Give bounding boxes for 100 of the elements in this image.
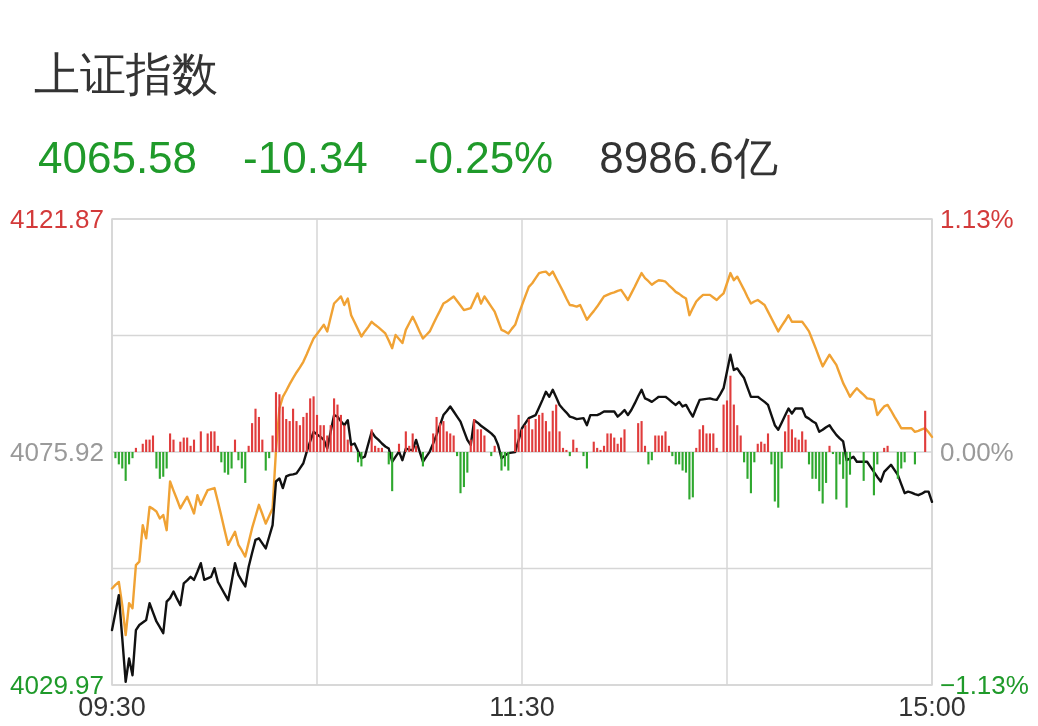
bar xyxy=(702,425,705,452)
bar xyxy=(162,452,165,477)
bar xyxy=(698,429,701,452)
bar xyxy=(199,431,202,452)
bar xyxy=(872,452,875,496)
bar xyxy=(678,452,681,465)
bar xyxy=(777,452,780,508)
bar xyxy=(835,452,838,500)
bar xyxy=(708,433,711,452)
bar xyxy=(117,452,120,465)
bar xyxy=(479,429,483,452)
bar xyxy=(729,375,732,452)
bar xyxy=(845,452,848,508)
bar xyxy=(397,443,401,452)
bar xyxy=(623,429,626,452)
bar xyxy=(688,452,691,500)
bar xyxy=(811,452,814,479)
bar xyxy=(654,435,657,452)
bar xyxy=(292,408,295,452)
bar xyxy=(141,443,144,452)
bar xyxy=(346,439,349,452)
bar xyxy=(158,452,161,479)
bar xyxy=(903,452,906,463)
bar xyxy=(302,416,305,452)
y-tick-label: 4075.92 xyxy=(10,437,104,467)
bar xyxy=(360,452,363,467)
bar xyxy=(503,452,506,467)
bar xyxy=(739,435,742,452)
bar xyxy=(473,419,476,452)
bar xyxy=(756,443,759,452)
bar xyxy=(124,452,127,481)
bar xyxy=(650,452,653,461)
bar xyxy=(732,404,735,452)
bar xyxy=(691,452,694,498)
text: 8986.6亿 xyxy=(599,133,778,182)
bar xyxy=(681,452,684,471)
bar xyxy=(151,435,155,452)
bar xyxy=(227,452,230,475)
bar xyxy=(213,431,216,452)
bar xyxy=(452,435,455,452)
bar xyxy=(230,452,233,469)
bar xyxy=(210,431,213,452)
bar xyxy=(500,452,503,471)
bar xyxy=(322,425,325,452)
bar xyxy=(206,433,209,452)
bar xyxy=(828,445,831,452)
bar xyxy=(476,429,479,452)
bar xyxy=(421,452,424,467)
x-tick-label: 11:30 xyxy=(489,692,555,722)
bar xyxy=(145,439,148,452)
bar xyxy=(186,437,189,452)
bar xyxy=(613,437,616,452)
bar xyxy=(169,433,172,452)
line-series xyxy=(110,270,934,637)
bar xyxy=(179,441,182,452)
bar xyxy=(674,452,677,465)
bar xyxy=(862,452,865,481)
bar xyxy=(391,452,394,492)
bar xyxy=(223,452,226,473)
bar xyxy=(541,412,544,452)
bar xyxy=(312,396,315,452)
y2-tick-label: 1.13% xyxy=(940,204,1014,234)
text: -0.25% xyxy=(413,133,554,182)
bar xyxy=(804,439,807,452)
bar xyxy=(766,433,770,452)
text: 4065.58 xyxy=(38,133,198,182)
bar xyxy=(244,452,247,483)
bar xyxy=(760,441,763,452)
bar xyxy=(449,433,452,452)
bar xyxy=(333,398,336,452)
bar xyxy=(264,452,267,471)
bar xyxy=(237,452,240,461)
bar xyxy=(148,439,151,452)
bar xyxy=(609,433,612,452)
bar xyxy=(192,439,196,452)
bar xyxy=(435,416,438,452)
bar xyxy=(801,431,804,452)
bar xyxy=(517,414,520,452)
text: -10.34 xyxy=(243,133,368,182)
bar xyxy=(432,433,435,452)
bar xyxy=(896,452,899,479)
bar xyxy=(534,419,537,452)
bar xyxy=(657,435,660,452)
bar xyxy=(442,421,445,452)
bar xyxy=(592,441,595,452)
bar xyxy=(493,445,496,452)
bar xyxy=(661,435,664,452)
bar xyxy=(538,414,541,452)
bar xyxy=(155,452,158,469)
bar xyxy=(606,433,609,452)
bar xyxy=(558,431,561,452)
bar xyxy=(722,404,725,452)
bar xyxy=(664,431,667,452)
bar xyxy=(370,429,373,452)
bar xyxy=(555,404,558,452)
bar xyxy=(278,394,281,452)
bar xyxy=(274,392,278,452)
y-tick-label: 4121.87 xyxy=(10,204,104,234)
bar xyxy=(254,408,257,452)
bar xyxy=(818,452,821,492)
